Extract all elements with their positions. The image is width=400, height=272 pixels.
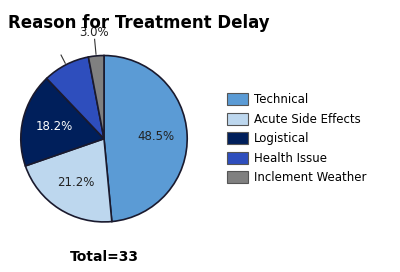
Text: Total=33: Total=33 — [70, 250, 138, 264]
Wedge shape — [47, 57, 104, 139]
Text: 21.2%: 21.2% — [57, 176, 95, 188]
Text: 3.0%: 3.0% — [79, 26, 109, 39]
Wedge shape — [88, 55, 104, 139]
Text: 18.2%: 18.2% — [35, 120, 72, 133]
Wedge shape — [21, 78, 104, 166]
Text: 48.5%: 48.5% — [137, 130, 174, 143]
Legend: Technical, Acute Side Effects, Logistical, Health Issue, Inclement Weather: Technical, Acute Side Effects, Logistica… — [224, 91, 369, 187]
Text: 9.1%: 9.1% — [43, 42, 72, 55]
Wedge shape — [104, 55, 187, 222]
Text: Reason for Treatment Delay: Reason for Treatment Delay — [8, 14, 270, 32]
Wedge shape — [25, 139, 112, 222]
